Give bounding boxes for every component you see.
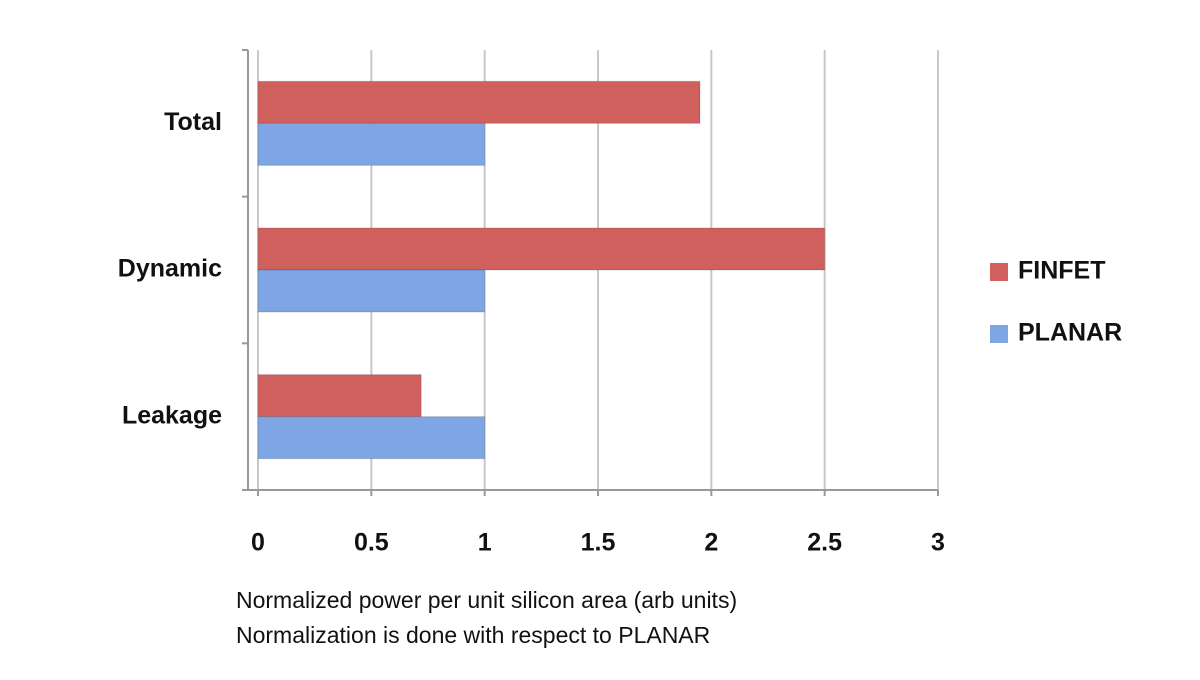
bar [257, 122, 486, 166]
x-tick-label: 0 [251, 529, 265, 557]
bar [257, 227, 826, 271]
legend-swatch [990, 325, 1008, 343]
x-tick-label: 2.5 [807, 529, 842, 557]
x-tick-label: 0.5 [354, 529, 389, 557]
x-tick-label: 1.5 [581, 529, 616, 557]
bar [257, 80, 701, 124]
x-tick-label: 1 [478, 529, 492, 557]
bar [257, 374, 422, 418]
legend-swatch [990, 263, 1008, 281]
y-tick-label: Leakage [122, 401, 222, 429]
x-tick-label: 3 [931, 529, 945, 557]
note: Normalization is done with respect to PL… [236, 622, 710, 648]
legend-label: PLANAR [1018, 319, 1122, 347]
x-axis-label: Normalized power per unit silicon area (… [236, 587, 737, 613]
bar [257, 269, 486, 313]
y-tick-label: Total [164, 108, 222, 136]
legend-label: FINFET [1018, 257, 1106, 285]
y-tick-label: Dynamic [118, 255, 222, 283]
bar [257, 416, 486, 460]
x-tick-label: 2 [704, 529, 718, 557]
